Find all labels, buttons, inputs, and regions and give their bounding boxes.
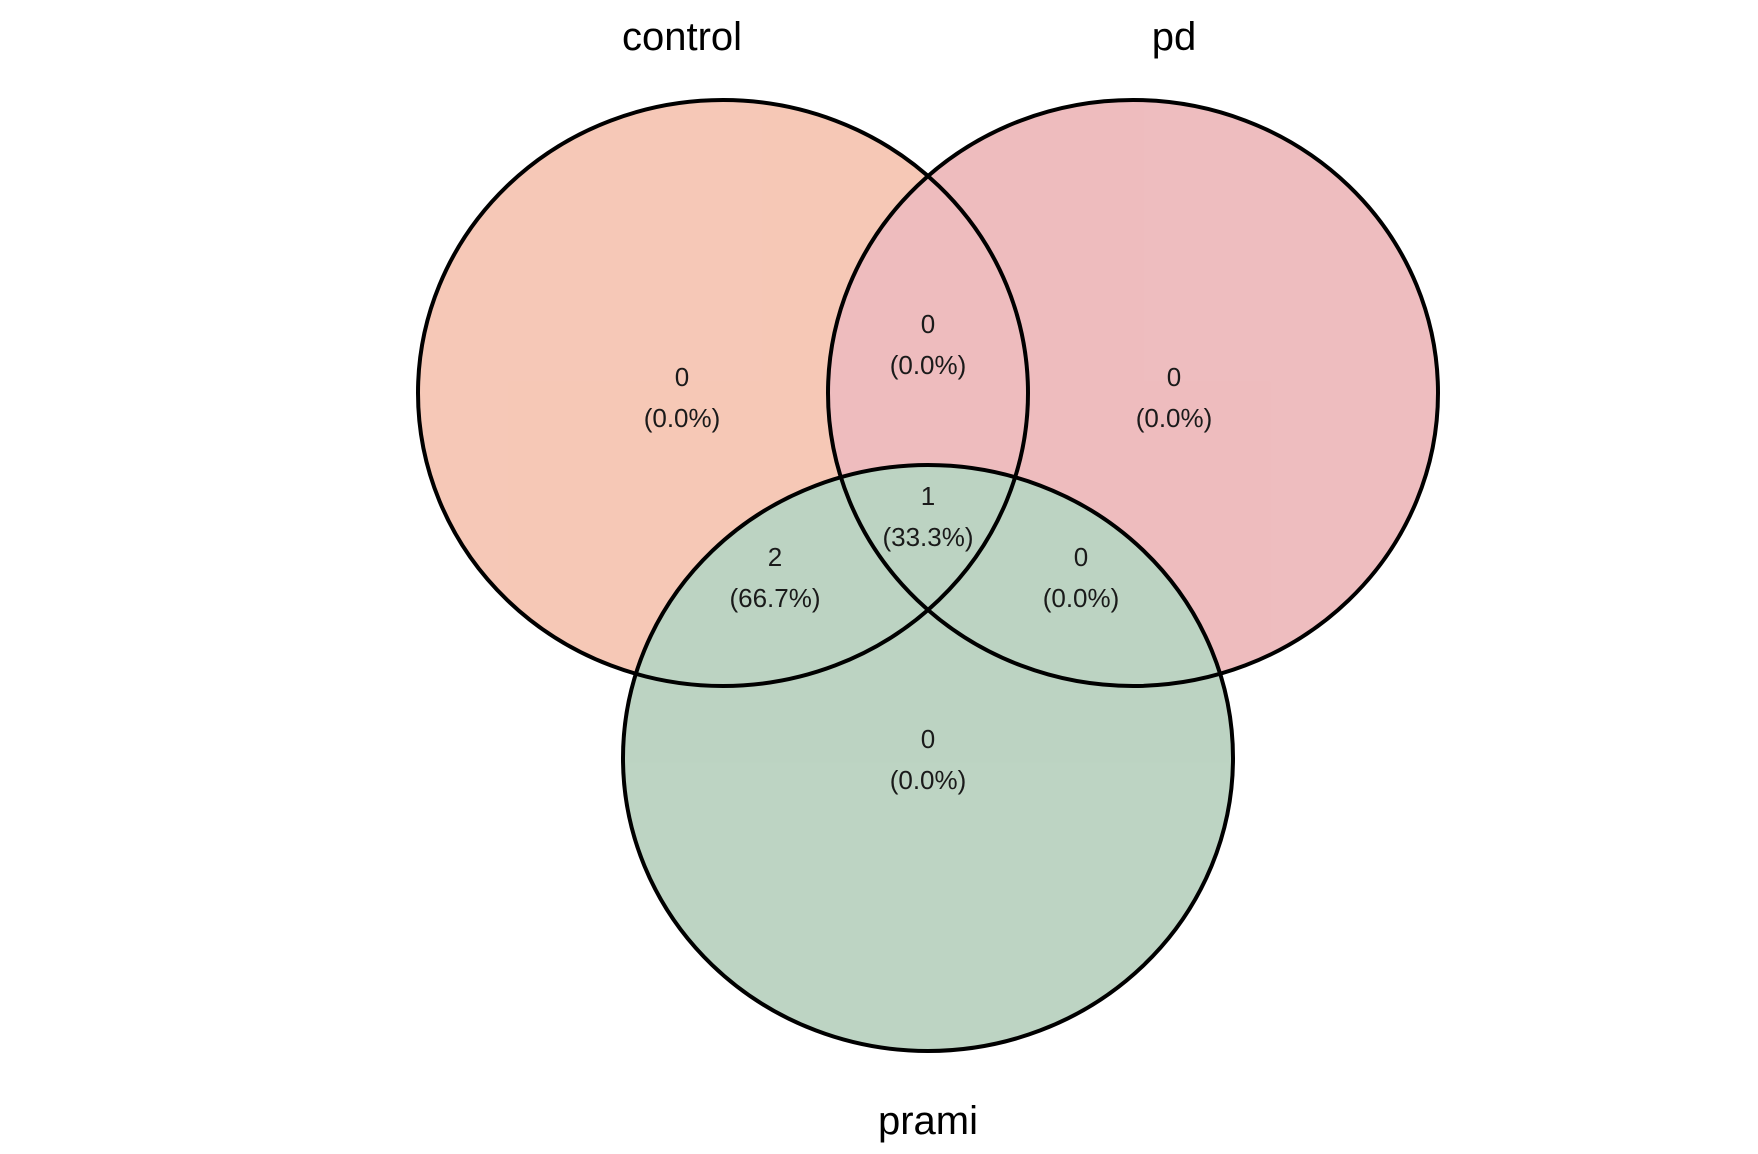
control-set-outline [416, 98, 1030, 688]
prami-set-outline [621, 463, 1235, 1053]
region-count: 2 [768, 542, 782, 572]
set-fills [418, 100, 1438, 1051]
control-set-label: control [622, 15, 742, 59]
region-count: 0 [1074, 542, 1088, 572]
region-count: 0 [921, 309, 935, 339]
pd-set-label: pd [1152, 15, 1197, 59]
region-percent: (0.0%) [1043, 583, 1120, 613]
region-pd-only: 0 (0.0%) [1136, 362, 1213, 433]
region-pd-prami: 0 (0.0%) [1043, 542, 1120, 613]
region-percent: (0.0%) [890, 765, 967, 795]
region-count: 1 [921, 481, 935, 511]
set-outlines [416, 98, 1440, 1053]
region-percent: (0.0%) [644, 403, 721, 433]
region-percent: (33.3%) [882, 522, 973, 552]
region-prami-only: 0 (0.0%) [890, 724, 967, 795]
region-control-pd: 0 (0.0%) [890, 309, 967, 380]
region-control-only: 0 (0.0%) [644, 362, 721, 433]
region-count: 0 [921, 724, 935, 754]
region-count: 0 [1167, 362, 1181, 392]
region-all-three: 1 (33.3%) [882, 481, 973, 552]
region-percent: (0.0%) [1136, 403, 1213, 433]
prami-set-fill [623, 465, 1233, 1051]
region-percent: (66.7%) [729, 583, 820, 613]
region-control-prami: 2 (66.7%) [729, 542, 820, 613]
pd-set-outline [826, 98, 1440, 688]
region-count: 0 [675, 362, 689, 392]
region-percent: (0.0%) [890, 350, 967, 380]
prami-set-label: prami [878, 1099, 978, 1143]
